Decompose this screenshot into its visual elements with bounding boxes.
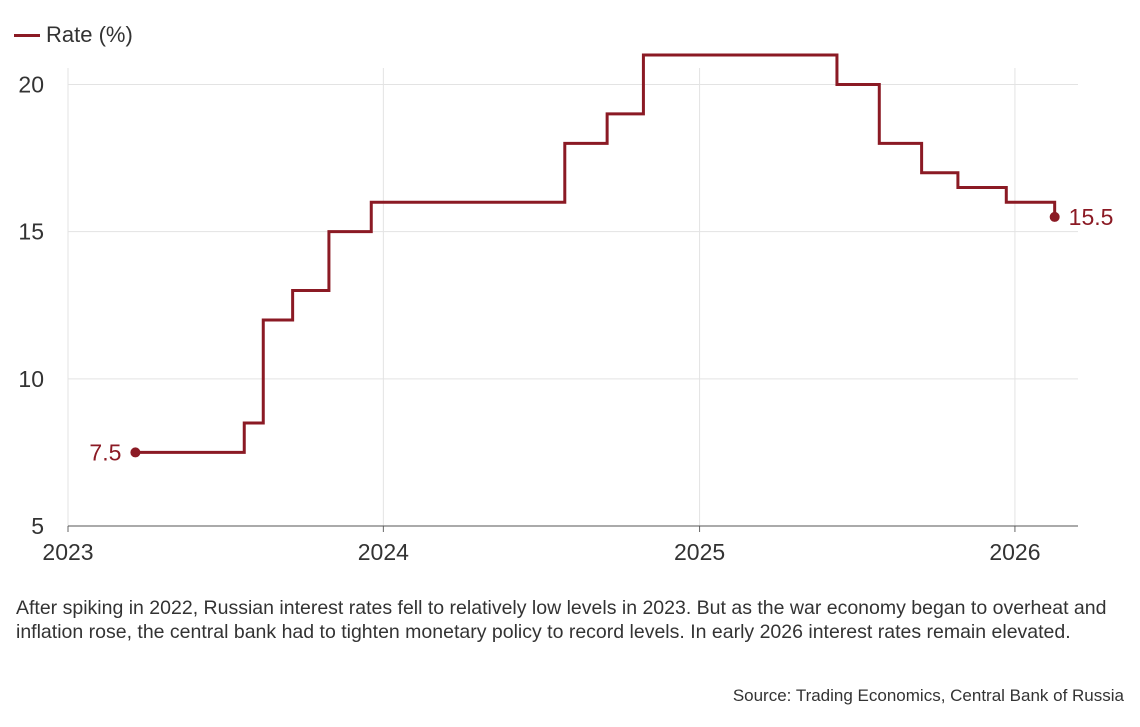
endpoint-label: 15.5 — [1069, 204, 1114, 230]
x-tick-label: 2024 — [358, 539, 409, 565]
x-tick-label: 2025 — [674, 539, 725, 565]
endpoint-marker — [1049, 211, 1060, 222]
rate-chart: 5 10 15 20 2023 2024 2025 2026 7.5 15.5 — [18, 53, 1113, 565]
endpoint-label: 7.5 — [89, 439, 121, 465]
y-tick-label: 15 — [18, 219, 44, 245]
y-tick-label: 20 — [18, 71, 44, 97]
rate-series-line — [135, 53, 1057, 454]
chart-caption: After spiking in 2022, Russian interest … — [16, 597, 1107, 643]
y-tick-label: 10 — [18, 366, 44, 392]
x-tick-label: 2026 — [989, 539, 1040, 565]
legend-label: Rate (%) — [46, 22, 133, 47]
chart-axes: 5 10 15 20 2023 2024 2025 2026 — [18, 71, 1078, 565]
chart-annotations: 7.5 15.5 — [89, 204, 1113, 466]
chart-series — [135, 53, 1057, 454]
y-tick-label: 5 — [31, 513, 44, 539]
x-tick-label: 2023 — [42, 539, 93, 565]
legend-swatch — [14, 33, 40, 37]
chart-grid — [67, 68, 1078, 526]
chart-source: Source: Trading Economics, Central Bank … — [732, 686, 1124, 705]
endpoint-marker — [130, 447, 141, 458]
chart-legend: Rate (%) — [14, 22, 133, 48]
